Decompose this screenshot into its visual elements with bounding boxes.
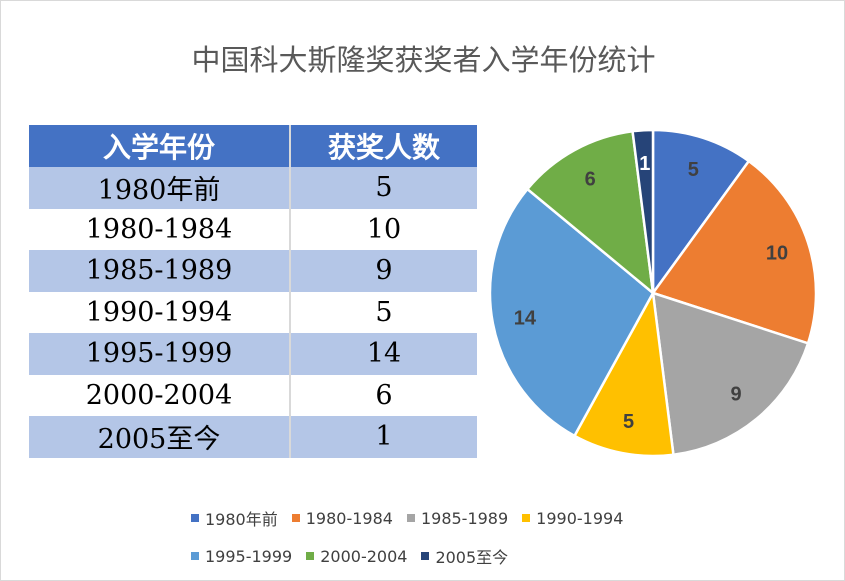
legend-swatch — [191, 552, 199, 560]
count-cell: 10 — [290, 208, 477, 250]
pie-slice — [651, 128, 751, 297]
count-cell: 9 — [290, 250, 477, 292]
count-cell: 14 — [290, 333, 477, 375]
year-cell: 1980年前 — [29, 167, 291, 209]
legend-label: 1980年前 — [205, 510, 278, 529]
table-row: 1985-1989 9 — [29, 250, 477, 292]
legend-item: 1995-1999 — [191, 547, 292, 566]
legend-swatch — [191, 514, 199, 522]
legend-swatch — [406, 514, 415, 522]
year-cell: 1980-1984 — [29, 208, 291, 250]
legend-label: 1995-1999 — [205, 546, 293, 566]
count-cell: 5 — [290, 167, 477, 209]
data-label: 10 — [766, 243, 788, 265]
year-cell: 1985-1989 — [29, 250, 291, 292]
pie-slice — [650, 159, 818, 345]
legend-item: 2000-2004 — [306, 547, 407, 566]
legend-item: 2005至今 — [421, 544, 508, 568]
pie-slice — [525, 129, 655, 296]
year-cell: 1995-1999 — [29, 333, 291, 375]
legend: 1980年前 1980-1984 1985-1989 1990-1994 1995-1… — [191, 499, 671, 575]
pie-slice — [572, 289, 675, 458]
legend-item: 1990-1994 — [522, 509, 623, 528]
pie-slice — [488, 187, 655, 438]
year-cell: 1990-1994 — [29, 291, 291, 333]
data-label: 9 — [731, 383, 742, 405]
table-row: 2000-2004 6 — [29, 374, 477, 416]
year-cell: 2005至今 — [29, 416, 291, 458]
data-label: 5 — [623, 411, 634, 433]
table-row: 1995-1999 14 — [29, 333, 477, 375]
table-row: 2005至今 1 — [29, 416, 477, 458]
data-label: 5 — [688, 159, 699, 181]
legend-swatch — [291, 514, 300, 522]
data-table: 入学年份 获奖人数 1980年前 5 1980-1984 10 1985-1989 9 19… — [29, 125, 477, 458]
pie-slice — [651, 291, 810, 457]
header-count: 获奖人数 — [290, 125, 477, 167]
data-label: 14 — [514, 307, 537, 329]
legend-label: 1985-1989 — [420, 508, 509, 528]
table-row: 1980-1984 10 — [29, 208, 477, 250]
legend-swatch — [306, 552, 315, 560]
legend-label: 2005至今 — [435, 548, 509, 567]
data-label: 1 — [639, 153, 650, 175]
legend-swatch — [421, 552, 430, 560]
count-cell: 1 — [290, 416, 477, 458]
pie-slice — [631, 128, 655, 294]
legend-item: 1980年前 — [191, 506, 278, 530]
legend-swatch — [522, 514, 531, 522]
legend-label: 2000-2004 — [320, 546, 408, 566]
table-row: 1980年前 5 — [29, 167, 477, 209]
legend-item: 1980-1984 — [291, 508, 393, 528]
year-cell: 2000-2004 — [29, 374, 291, 416]
count-cell: 6 — [290, 374, 477, 416]
table-row: 1990-1994 5 — [29, 291, 477, 333]
legend-label: 1990-1994 — [536, 508, 624, 528]
legend-item: 1985-1989 — [406, 508, 509, 528]
header-year: 入学年份 — [29, 125, 291, 167]
legend-label: 1980-1984 — [305, 508, 393, 528]
count-cell: 5 — [290, 291, 477, 333]
chart-title: 中国科大斯隆奖获奖者入学年份统计 — [191, 43, 656, 77]
data-label: 6 — [585, 169, 596, 191]
